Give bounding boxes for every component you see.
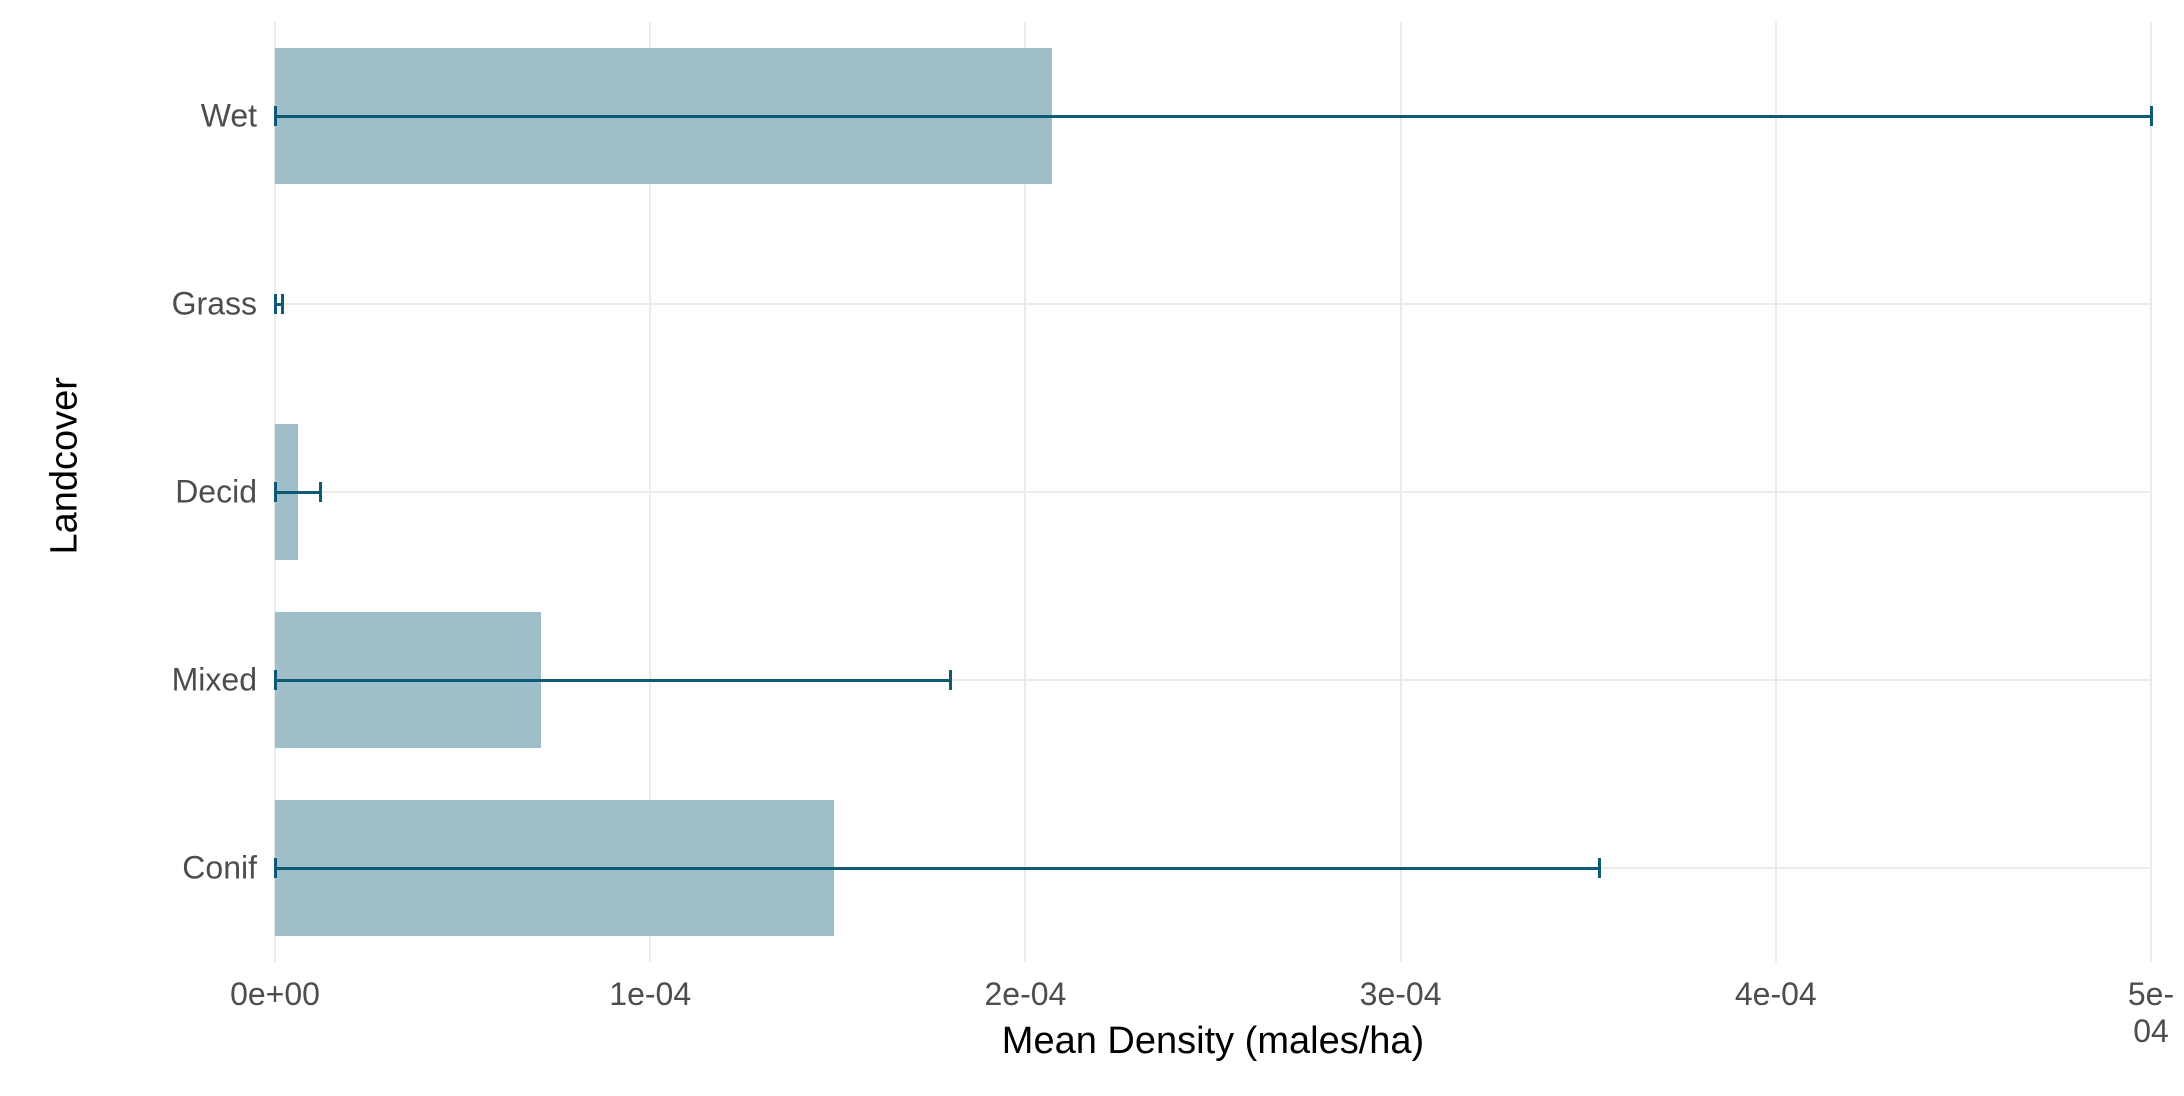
- error-bar: [275, 491, 320, 494]
- x-axis-title: Mean Density (males/ha): [275, 1020, 2151, 1063]
- y-axis-title: Landcover: [44, 425, 87, 555]
- grid-line-h: [275, 491, 2151, 493]
- x-tick-label: 5e-04: [2128, 976, 2174, 1050]
- x-tick-label: 2e-04: [984, 976, 1066, 1013]
- y-tick-label: Decid: [175, 474, 257, 511]
- error-bar: [275, 679, 950, 682]
- x-tick-label: 3e-04: [1360, 976, 1442, 1013]
- plot-area: [275, 22, 2151, 962]
- error-cap: [274, 670, 277, 690]
- chart-container: Landcover Mean Density (males/ha) 0e+00 1…: [0, 0, 2184, 1096]
- x-tick-label: 4e-04: [1735, 976, 1817, 1013]
- error-cap: [274, 858, 277, 878]
- error-cap: [274, 482, 277, 502]
- x-tick-label: 0e+00: [230, 976, 320, 1013]
- grid-line-h: [275, 303, 2151, 305]
- error-cap: [281, 294, 284, 314]
- y-tick-label: Grass: [172, 286, 257, 323]
- error-bar: [275, 115, 2151, 118]
- y-tick-label: Wet: [201, 98, 257, 135]
- error-cap: [274, 294, 277, 314]
- x-tick-label: 1e-04: [609, 976, 691, 1013]
- error-cap: [274, 106, 277, 126]
- error-cap: [2150, 106, 2153, 126]
- error-cap: [1598, 858, 1601, 878]
- error-bar: [275, 867, 1599, 870]
- error-cap: [319, 482, 322, 502]
- y-tick-label: Conif: [182, 850, 257, 887]
- y-tick-label: Mixed: [172, 662, 257, 699]
- error-cap: [949, 670, 952, 690]
